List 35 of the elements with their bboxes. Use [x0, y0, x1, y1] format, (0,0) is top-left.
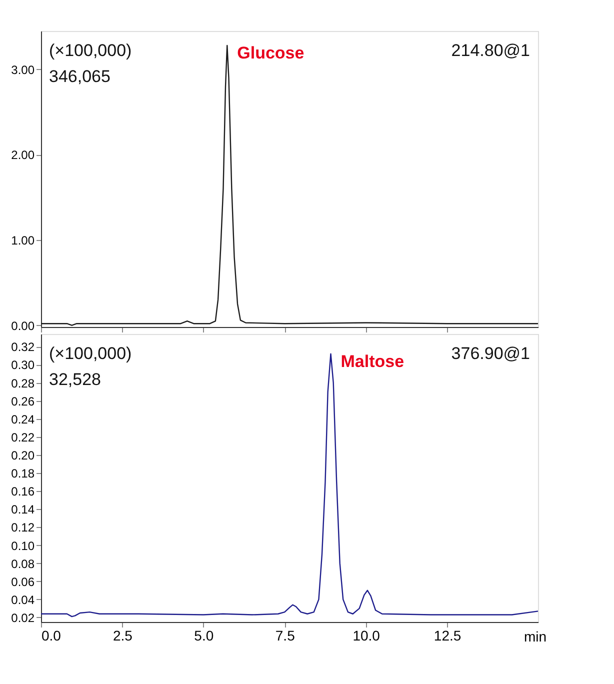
y-tick-label: 0.28 — [11, 376, 35, 390]
y-tick-label: 0.14 — [11, 502, 35, 517]
y-tick-label: 0.12 — [11, 520, 35, 535]
x-tick-label: 0.0 — [42, 628, 62, 644]
y-tick-label: 0.24 — [11, 412, 35, 426]
x-tick-label: 5.0 — [194, 628, 214, 644]
y-tick-label: 0.30 — [11, 358, 35, 372]
annotation: 32,528 — [49, 370, 101, 389]
y-tick-label: 0.10 — [11, 538, 35, 553]
annotation: (×100,000) — [49, 344, 132, 363]
y-tick-label: 0.04 — [11, 592, 35, 607]
annotation: (×100,000) — [49, 41, 132, 60]
y-tick-label: 0.22 — [11, 430, 35, 444]
x-tick-label: 2.5 — [112, 628, 133, 644]
y-tick-label: 0.26 — [11, 394, 35, 408]
annotation: 376.90@1 — [451, 344, 530, 363]
y-tick-label: 0.00 — [11, 318, 35, 333]
y-tick-label: 0.02 — [11, 610, 35, 625]
y-tick-label: 0.20 — [11, 448, 35, 462]
y-tick-label: 0.06 — [11, 574, 35, 589]
y-tick-label: 0.18 — [11, 466, 35, 481]
annotation: 346,065 — [49, 67, 110, 86]
y-tick-label: 1.00 — [11, 233, 35, 248]
x-tick-label: 12.5 — [434, 628, 462, 644]
y-tick-label: 0.08 — [11, 556, 35, 571]
annotation: Glucose — [237, 44, 304, 62]
x-tick-label: 10.0 — [352, 628, 380, 644]
y-tick-label: 2.00 — [11, 148, 35, 162]
y-tick-label: 3.00 — [11, 62, 35, 77]
x-axis-title: min — [524, 628, 546, 644]
y-tick-label: 0.16 — [11, 484, 35, 499]
x-tick-label: 7.5 — [275, 628, 296, 644]
annotation: 214.80@1 — [451, 41, 530, 60]
annotation: Maltose — [340, 352, 404, 371]
y-tick-label: 0.32 — [11, 340, 35, 354]
